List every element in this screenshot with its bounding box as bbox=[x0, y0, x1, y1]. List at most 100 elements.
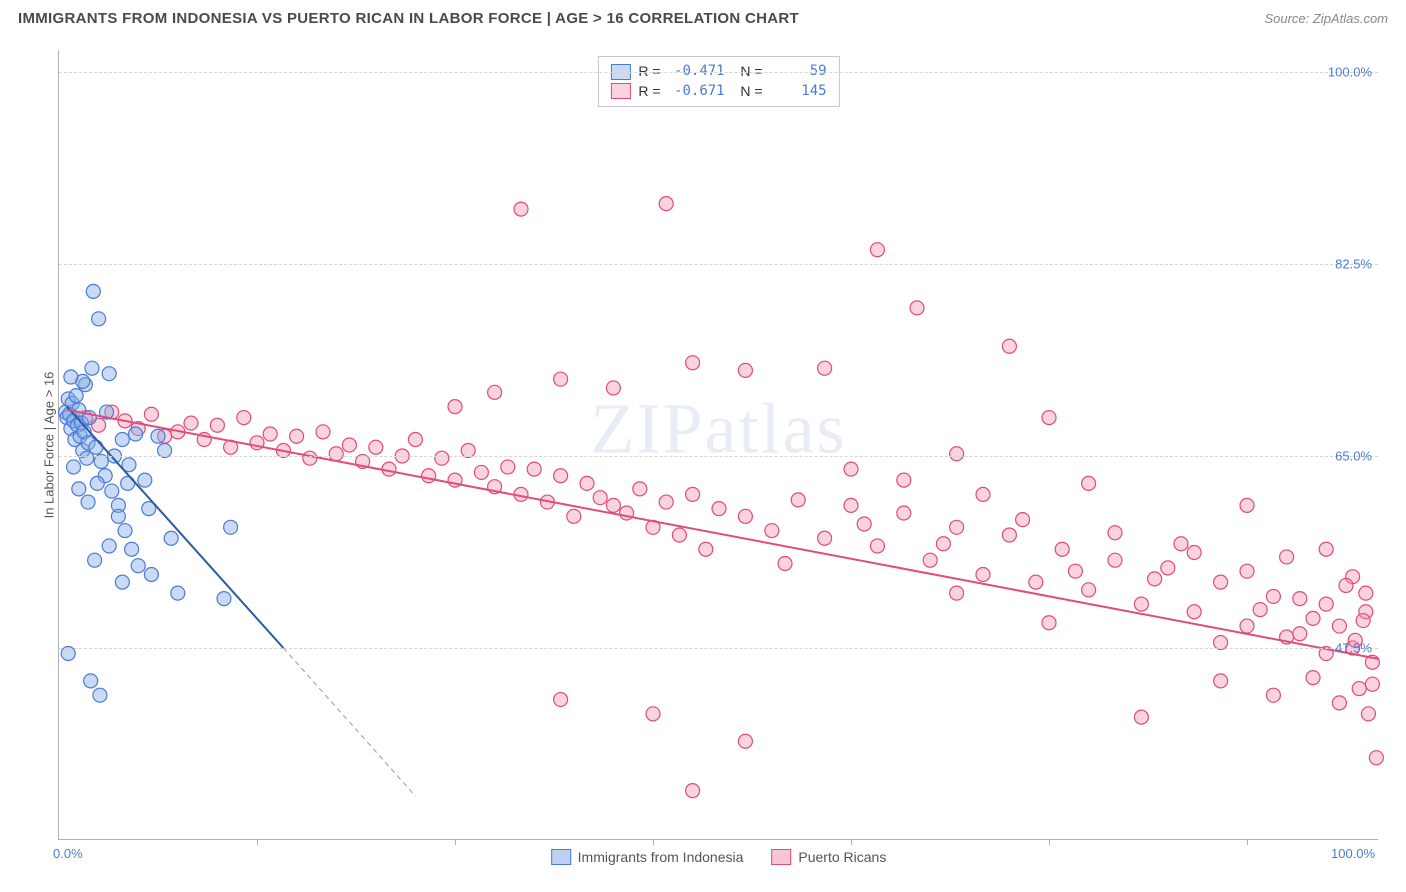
y-axis-label: In Labor Force | Age > 16 bbox=[42, 371, 57, 518]
stats-r-label: R = bbox=[638, 82, 660, 102]
data-point bbox=[290, 429, 304, 443]
data-point bbox=[870, 243, 884, 257]
legend-item: Puerto Ricans bbox=[771, 849, 886, 865]
data-point bbox=[897, 473, 911, 487]
data-point bbox=[1082, 476, 1096, 490]
data-point bbox=[1240, 619, 1254, 633]
data-point bbox=[633, 482, 647, 496]
data-point bbox=[171, 586, 185, 600]
data-point bbox=[567, 509, 581, 523]
data-point bbox=[115, 433, 129, 447]
data-point bbox=[151, 429, 165, 443]
data-point bbox=[1369, 751, 1383, 765]
stats-swatch bbox=[610, 83, 630, 99]
data-point bbox=[92, 312, 106, 326]
data-point bbox=[897, 506, 911, 520]
data-point bbox=[1332, 619, 1346, 633]
data-point bbox=[554, 372, 568, 386]
data-point bbox=[1356, 614, 1370, 628]
data-point bbox=[88, 553, 102, 567]
data-point bbox=[1134, 597, 1148, 611]
data-point bbox=[686, 356, 700, 370]
data-point bbox=[89, 440, 103, 454]
data-point bbox=[738, 363, 752, 377]
data-point bbox=[84, 674, 98, 688]
y-tick-label: 100.0% bbox=[1328, 64, 1372, 79]
data-point bbox=[976, 567, 990, 581]
data-point bbox=[342, 438, 356, 452]
x-tick-mark bbox=[653, 839, 654, 845]
data-point bbox=[844, 498, 858, 512]
data-point bbox=[1055, 542, 1069, 556]
legend-item: Immigrants from Indonesia bbox=[551, 849, 744, 865]
y-tick-label: 65.0% bbox=[1335, 448, 1372, 463]
data-point bbox=[1319, 542, 1333, 556]
x-tick-mark bbox=[257, 839, 258, 845]
data-point bbox=[1042, 616, 1056, 630]
data-point bbox=[1293, 627, 1307, 641]
chart-title: IMMIGRANTS FROM INDONESIA VS PUERTO RICA… bbox=[18, 10, 799, 27]
data-point bbox=[67, 460, 81, 474]
data-point bbox=[144, 567, 158, 581]
data-point bbox=[870, 539, 884, 553]
data-point bbox=[1029, 575, 1043, 589]
data-point bbox=[527, 462, 541, 476]
plot-area: In Labor Force | Age > 16 ZIPatlas R =-0… bbox=[58, 50, 1378, 840]
data-point bbox=[778, 557, 792, 571]
data-point bbox=[1306, 611, 1320, 625]
data-point bbox=[501, 460, 515, 474]
data-point bbox=[474, 465, 488, 479]
data-point bbox=[1082, 583, 1096, 597]
x-tick-mark bbox=[1049, 839, 1050, 845]
data-point bbox=[422, 469, 436, 483]
data-point bbox=[976, 487, 990, 501]
legend: Immigrants from Indonesia Puerto Ricans bbox=[551, 849, 887, 865]
data-point bbox=[237, 411, 251, 425]
data-point bbox=[659, 495, 673, 509]
data-point bbox=[686, 487, 700, 501]
data-point bbox=[1293, 592, 1307, 606]
stats-r-value: -0.671 bbox=[669, 82, 725, 102]
data-point bbox=[85, 361, 99, 375]
data-point bbox=[111, 509, 125, 523]
data-point bbox=[1161, 561, 1175, 575]
data-point bbox=[514, 202, 528, 216]
data-point bbox=[1187, 546, 1201, 560]
data-point bbox=[950, 520, 964, 534]
data-point bbox=[316, 425, 330, 439]
legend-swatch bbox=[771, 849, 791, 865]
data-point bbox=[303, 451, 317, 465]
correlation-chart: In Labor Force | Age > 16 ZIPatlas R =-0… bbox=[18, 45, 1388, 840]
data-point bbox=[699, 542, 713, 556]
data-point bbox=[90, 476, 104, 490]
data-point bbox=[950, 447, 964, 461]
source-attribution: Source: ZipAtlas.com bbox=[1264, 11, 1388, 26]
legend-swatch bbox=[551, 849, 571, 865]
legend-label: Immigrants from Indonesia bbox=[578, 849, 744, 865]
stats-box: R =-0.471 N =59 R =-0.671 N =145 bbox=[597, 56, 839, 107]
data-point bbox=[435, 451, 449, 465]
x-tick-mark bbox=[1247, 839, 1248, 845]
data-point bbox=[857, 517, 871, 531]
data-point bbox=[1214, 575, 1228, 589]
data-point bbox=[72, 482, 86, 496]
data-point bbox=[554, 469, 568, 483]
scatter-svg bbox=[59, 50, 1378, 839]
data-point bbox=[1174, 537, 1188, 551]
data-point bbox=[144, 407, 158, 421]
data-point bbox=[659, 197, 673, 211]
x-tick-mark bbox=[851, 839, 852, 845]
data-point bbox=[1108, 553, 1122, 567]
data-point bbox=[1134, 710, 1148, 724]
data-point bbox=[1042, 411, 1056, 425]
data-point bbox=[138, 473, 152, 487]
data-point bbox=[408, 433, 422, 447]
data-point bbox=[950, 586, 964, 600]
data-point bbox=[844, 462, 858, 476]
data-point bbox=[765, 524, 779, 538]
grid-line bbox=[59, 264, 1378, 265]
data-point bbox=[1359, 586, 1373, 600]
data-point bbox=[1240, 498, 1254, 512]
data-point bbox=[1214, 674, 1228, 688]
stats-n-value: 145 bbox=[771, 82, 827, 102]
